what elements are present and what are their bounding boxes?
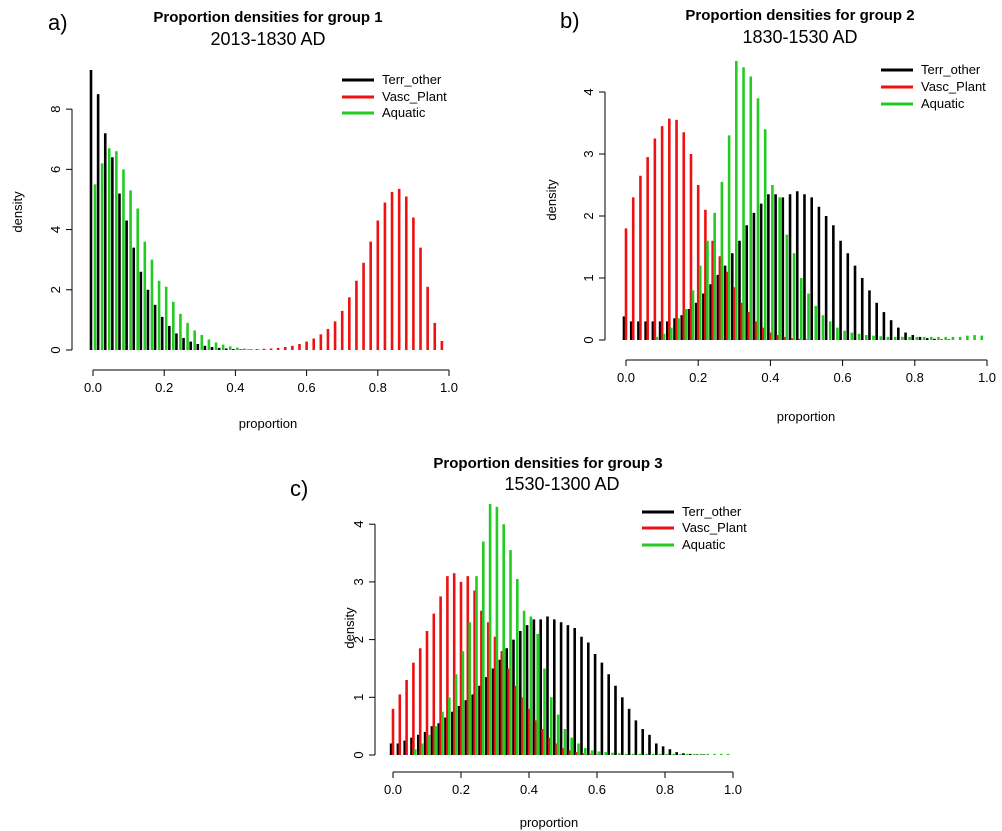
- panel-b-subtitle: 1830-1530 AD: [742, 27, 857, 47]
- panel-b-series-vasc-plant: [624, 118, 808, 340]
- panel-a: a) Proportion densities for group 1 2013…: [10, 9, 458, 431]
- panel-c-title: Proportion densities for group 3: [433, 455, 662, 472]
- panel-a-ylabel: density: [10, 191, 25, 233]
- panel-b-x-tick-label: 0.4: [761, 370, 779, 385]
- panel-a-x-tick-label: 0.8: [369, 380, 387, 395]
- panel-b-x-tick-label: 1.0: [978, 370, 996, 385]
- panel-c-legend: Terr_other Vasc_Plant Aquatic: [642, 504, 747, 552]
- panel-a-legend-terr: Terr_other: [382, 72, 442, 87]
- panel-c-series-terr-other: [389, 616, 706, 755]
- panel-a-legend: Terr_other Vasc_Plant Aquatic: [342, 72, 447, 120]
- panel-a-x-tick-label: 0.4: [226, 380, 244, 395]
- panel-b-xlabel: proportion: [777, 409, 836, 424]
- panel-a-y-tick-label: 8: [48, 106, 63, 113]
- panel-c-x-tick-label: 0.4: [520, 782, 538, 797]
- panel-c-series-aquatic: [414, 504, 730, 755]
- panel-a-x-tick-label: 1.0: [440, 380, 458, 395]
- panel-b-ylabel: density: [544, 179, 559, 221]
- panel-c-x-tick-label: 0.8: [656, 782, 674, 797]
- panel-b-x-tick-label: 0.2: [689, 370, 707, 385]
- panel-b-legend-terr: Terr_other: [921, 62, 981, 77]
- panel-c: c) Proportion densities for group 3 1530…: [290, 455, 747, 830]
- panel-b-y-tick-label: 4: [581, 88, 596, 95]
- panel-a-title: Proportion densities for group 1: [153, 9, 382, 26]
- panel-b-y-tick-label: 3: [581, 150, 596, 157]
- panel-b-y-tick-label: 1: [581, 274, 596, 281]
- panel-a-series-vasc-plant: [234, 188, 444, 350]
- panel-a-x-tick-label: 0.6: [298, 380, 316, 395]
- panel-c-x-tick-label: 0.6: [588, 782, 606, 797]
- panel-a-y-tick-label: 2: [48, 286, 63, 293]
- panel-a-letter: a): [48, 10, 68, 35]
- panel-a-xlabel: proportion: [239, 416, 298, 431]
- panel-b-legend-vasc: Vasc_Plant: [921, 79, 986, 94]
- panel-c-y-tick-label: 1: [351, 694, 366, 701]
- panel-a-y-tick-label: 4: [48, 226, 63, 233]
- panel-b-legend-aq: Aquatic: [921, 96, 965, 111]
- panel-c-x-tick-label: 0.0: [384, 782, 402, 797]
- panel-b-x-tick-label: 0.6: [834, 370, 852, 385]
- panel-a-series-terr-other: [89, 70, 249, 350]
- panel-a-x-tick-label: 0.2: [155, 380, 173, 395]
- panel-b-y-tick-label: 0: [581, 336, 596, 343]
- panel-c-y-tick-label: 2: [351, 636, 366, 643]
- panel-a-legend-aq: Aquatic: [382, 105, 426, 120]
- panel-c-legend-vasc: Vasc_Plant: [682, 520, 747, 535]
- panel-c-legend-terr: Terr_other: [682, 504, 742, 519]
- panel-c-y-tick-label: 3: [351, 578, 366, 585]
- panel-c-x-tick-label: 0.2: [452, 782, 470, 797]
- panel-c-letter: c): [290, 476, 308, 501]
- panel-c-y-tick-label: 0: [351, 751, 366, 758]
- panel-b-x-tick-label: 0.0: [617, 370, 635, 385]
- panel-b-letter: b): [560, 8, 580, 33]
- panel-b: b) Proportion densities for group 2 1830…: [544, 7, 996, 424]
- panel-c-subtitle: 1530-1300 AD: [504, 474, 619, 494]
- panel-b-series-aquatic: [655, 61, 984, 340]
- panel-a-y-tick-label: 0: [48, 346, 63, 353]
- panel-c-legend-aq: Aquatic: [682, 537, 726, 552]
- panel-c-y-tick-label: 4: [351, 521, 366, 528]
- panel-a-subtitle: 2013-1830 AD: [210, 29, 325, 49]
- panel-c-xlabel: proportion: [520, 815, 579, 830]
- panel-c-x-tick-label: 1.0: [724, 782, 742, 797]
- panel-a-legend-vasc: Vasc_Plant: [382, 89, 447, 104]
- panel-c-series-vasc-plant: [391, 573, 599, 755]
- panel-a-y-tick-label: 6: [48, 166, 63, 173]
- panel-b-x-tick-label: 0.8: [906, 370, 924, 385]
- panel-b-title: Proportion densities for group 2: [685, 7, 914, 24]
- panel-b-y-tick-label: 2: [581, 212, 596, 219]
- panel-a-x-tick-label: 0.0: [84, 380, 102, 395]
- panel-c-ylabel: density: [342, 607, 357, 649]
- panel-b-series-terr-other: [622, 191, 951, 340]
- panel-b-legend: Terr_other Vasc_Plant Aquatic: [881, 62, 986, 111]
- panel-a-series-aquatic: [93, 148, 268, 350]
